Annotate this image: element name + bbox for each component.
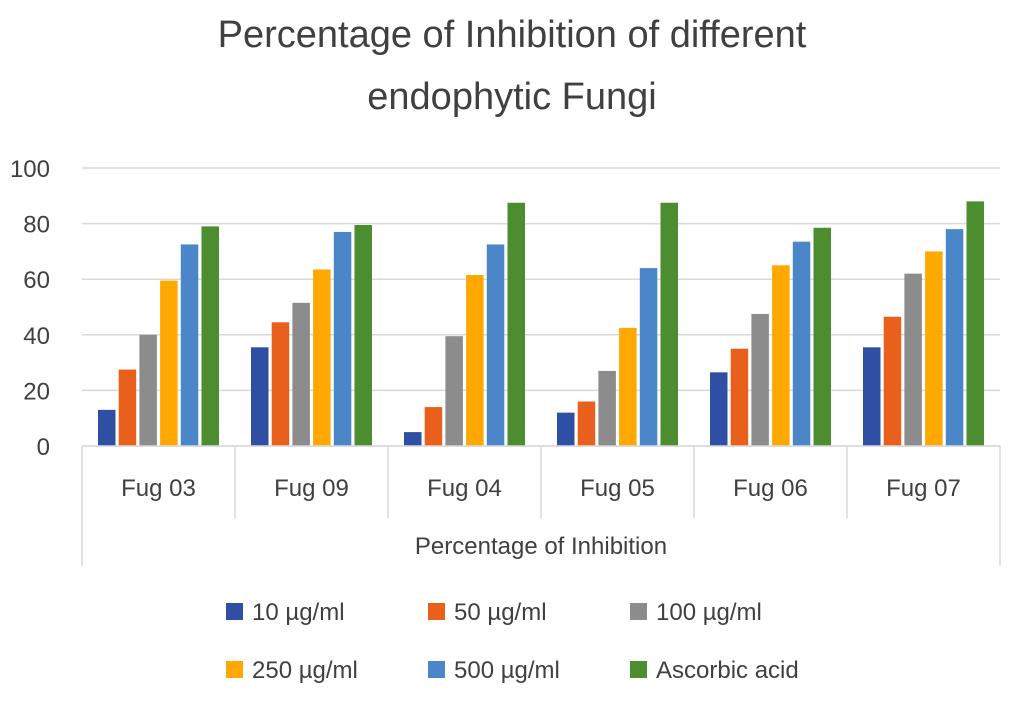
legend-swatch [630, 661, 647, 678]
bar-10-g-ml-fug-09 [251, 347, 269, 446]
bar-50-g-ml-fug-06 [730, 348, 749, 446]
y-tick-label: 40 [23, 323, 50, 350]
legend-swatch [226, 603, 243, 620]
x-tick-label: Fug 05 [580, 475, 655, 502]
bar-ascorbic-acid-fug-03 [201, 226, 219, 446]
chart-title-line-1: Percentage of Inhibition of different [217, 14, 807, 56]
bar-500-g-ml-fug-07 [945, 229, 964, 446]
bar-50-g-ml-fug-05 [577, 401, 596, 446]
legend-label: 500 µg/ml [454, 657, 560, 684]
bar-250-g-ml-fug-06 [772, 265, 790, 446]
bar-50-g-ml-fug-07 [883, 316, 902, 446]
x-tick-label: Fug 03 [121, 475, 196, 502]
bar-250-g-ml-fug-05 [619, 327, 637, 446]
legend-label: 10 µg/ml [252, 599, 345, 626]
y-tick-label: 20 [23, 378, 50, 405]
legend-swatch [226, 661, 243, 678]
bar-500-g-ml-fug-09 [333, 231, 352, 446]
y-tick-label: 0 [37, 434, 50, 461]
bar-500-g-ml-fug-05 [639, 268, 658, 446]
x-tick-label: Fug 07 [886, 475, 961, 502]
bar-10-g-ml-fug-05 [557, 412, 575, 446]
x-axis-title: Percentage of Inhibition [415, 533, 667, 560]
bar-ascorbic-acid-fug-04 [507, 202, 525, 446]
bar-100-g-ml-fug-06 [751, 313, 769, 446]
bar-500-g-ml-fug-04 [486, 244, 505, 446]
legend-label: 250 µg/ml [252, 657, 358, 684]
legend-swatch [428, 661, 445, 678]
bar-ascorbic-acid-fug-09 [354, 224, 372, 446]
bar-ascorbic-acid-fug-06 [813, 227, 831, 446]
bar-10-g-ml-fug-07 [863, 347, 881, 446]
bar-250-g-ml-fug-03 [160, 280, 178, 446]
bar-100-g-ml-fug-05 [598, 370, 616, 446]
bar-ascorbic-acid-fug-07 [966, 201, 984, 446]
y-tick-label: 100 [10, 156, 50, 183]
bar-500-g-ml-fug-06 [792, 241, 811, 446]
bar-100-g-ml-fug-07 [904, 273, 922, 446]
bar-250-g-ml-fug-04 [466, 275, 484, 446]
bar-10-g-ml-fug-03 [98, 409, 116, 446]
legend-swatch [630, 603, 647, 620]
bar-100-g-ml-fug-03 [139, 334, 157, 446]
bar-ascorbic-acid-fug-05 [660, 202, 678, 446]
bar-50-g-ml-fug-04 [424, 407, 443, 446]
x-tick-label: Fug 06 [733, 475, 808, 502]
x-tick-label: Fug 04 [427, 475, 502, 502]
bar-250-g-ml-fug-07 [925, 251, 943, 446]
bar-50-g-ml-fug-03 [118, 369, 137, 446]
bar-10-g-ml-fug-04 [404, 432, 422, 446]
bar-100-g-ml-fug-04 [445, 336, 463, 446]
bar-100-g-ml-fug-09 [292, 302, 310, 446]
y-tick-label: 80 [23, 212, 50, 239]
bar-10-g-ml-fug-06 [710, 372, 728, 446]
bar-250-g-ml-fug-09 [313, 269, 331, 446]
legend-swatch [428, 603, 445, 620]
y-tick-label: 60 [23, 267, 50, 294]
bar-50-g-ml-fug-09 [271, 322, 290, 446]
legend-label: Ascorbic acid [656, 657, 799, 684]
chart-title-line-2: endophytic Fungi [367, 76, 657, 118]
x-tick-label: Fug 09 [274, 475, 349, 502]
legend-label: 50 µg/ml [454, 599, 547, 626]
bar-500-g-ml-fug-03 [180, 244, 199, 446]
legend-label: 100 µg/ml [656, 599, 762, 626]
